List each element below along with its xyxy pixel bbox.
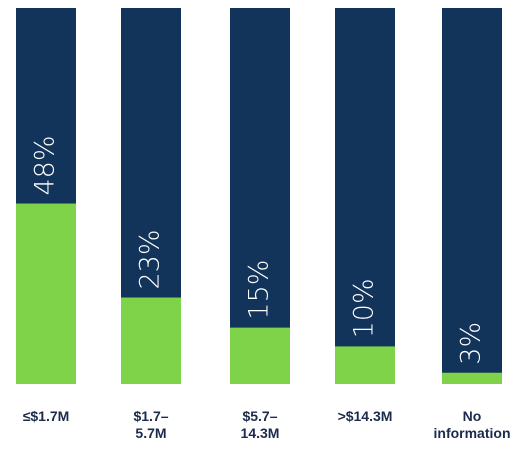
- value-label: 23%: [135, 230, 166, 290]
- bar: [16, 203, 76, 384]
- bar: [442, 372, 502, 384]
- bar: [121, 297, 181, 384]
- bar-background: [335, 8, 395, 384]
- bar: [230, 327, 290, 384]
- x-tick-label: $1.7–5.7M: [133, 408, 169, 441]
- value-label: 48%: [30, 136, 61, 196]
- x-tick-label: No information: [433, 408, 511, 441]
- bar: [335, 346, 395, 384]
- x-tick-label: >$14.3M: [337, 408, 393, 424]
- value-label: 10%: [349, 278, 380, 338]
- x-tick-label: $5.7–14.3M: [240, 408, 280, 441]
- bar-background: [230, 8, 290, 384]
- value-label: 15%: [244, 260, 275, 320]
- x-tick-label: ≤$1.7M: [22, 408, 70, 424]
- value-label: 3%: [456, 322, 487, 365]
- bar-background: [442, 8, 502, 384]
